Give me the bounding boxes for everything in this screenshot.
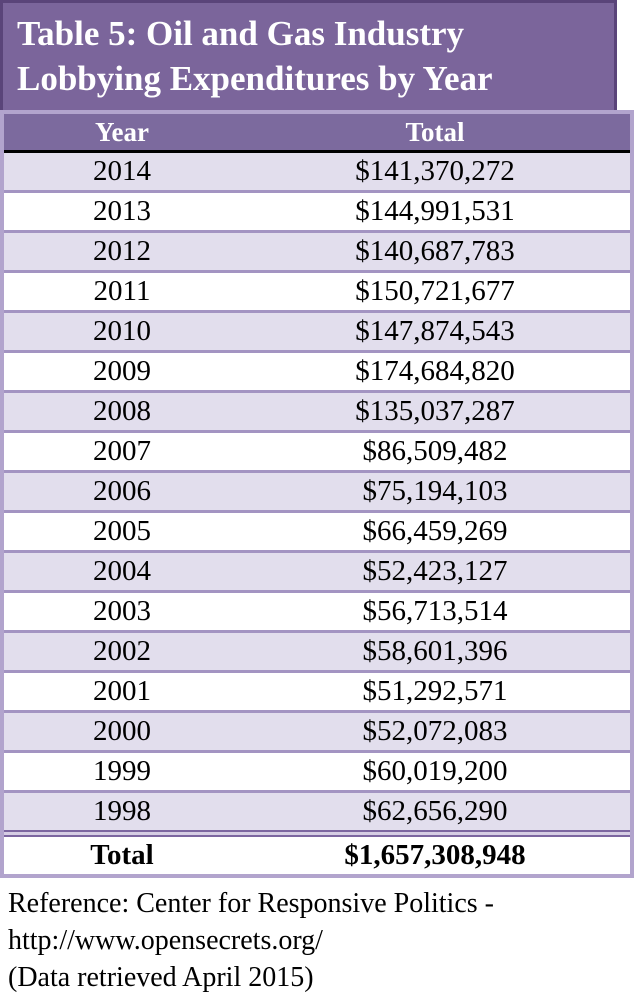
table-body: 2014 $141,370,272 2013 $144,991,531 2012 $140… (4, 153, 630, 830)
table-row: 2012 $140,687,783 (4, 233, 630, 273)
year-column-header: Year (95, 117, 149, 147)
total-column-header: Total (405, 117, 465, 147)
total-cell: $66,459,269 (362, 515, 508, 547)
total-cell: $62,656,290 (362, 795, 508, 827)
reference-line: Reference: Center for Responsive Politic… (8, 888, 494, 919)
table-row: 2001 $51,292,571 (4, 673, 630, 713)
year-cell: 2000 (93, 715, 151, 747)
table-row: 2013 $144,991,531 (4, 193, 630, 233)
table-row: 1998 $62,656,290 (4, 793, 630, 830)
total-cell: $86,509,482 (362, 435, 508, 467)
table-row: 2000 $52,072,083 (4, 713, 630, 753)
table-header-row: Year Total (4, 114, 630, 153)
year-cell: 2003 (93, 595, 151, 627)
total-cell: $75,194,103 (362, 475, 508, 507)
year-cell: 2012 (93, 235, 151, 267)
title-line-1: Table 5: Oil and Gas Industry (17, 14, 465, 53)
year-cell: 1998 (93, 795, 151, 827)
total-cell: $135,037,287 (355, 395, 515, 427)
table-row: 2004 $52,423,127 (4, 553, 630, 593)
total-cell: $56,713,514 (362, 595, 508, 627)
title-line-2: Lobbying Expenditures by Year (17, 59, 493, 98)
total-cell: $58,601,396 (362, 635, 508, 667)
table-row: 2009 $174,684,820 (4, 353, 630, 393)
grand-total-value: $1,657,308,948 (344, 839, 526, 871)
year-cell: 2007 (93, 435, 151, 467)
total-cell: $144,991,531 (355, 195, 515, 227)
table-row: 2014 $141,370,272 (4, 153, 630, 193)
total-cell: $52,423,127 (362, 555, 508, 587)
table-row: 2010 $147,874,543 (4, 313, 630, 353)
table-row: 2011 $150,721,677 (4, 273, 630, 313)
table-row: 2005 $66,459,269 (4, 513, 630, 553)
grand-total-row: Total $1,657,308,948 (4, 837, 630, 874)
year-cell: 2013 (93, 195, 151, 227)
year-cell: 2011 (93, 275, 151, 307)
lobbying-expenditures-table: Year Total 2014 $141,370,272 2013 $144,991,… (0, 110, 634, 878)
reference-date: (Data retrieved April 2015) (8, 962, 314, 993)
total-cell: $52,072,083 (362, 715, 508, 747)
table-row: 2003 $56,713,514 (4, 593, 630, 633)
table-row: 2008 $135,037,287 (4, 393, 630, 433)
year-cell: 2006 (93, 475, 151, 507)
year-cell: 2008 (93, 395, 151, 427)
year-cell: 2010 (93, 315, 151, 347)
total-cell: $140,687,783 (355, 235, 515, 267)
total-cell: $51,292,571 (362, 675, 508, 707)
year-cell: 1999 (93, 755, 151, 787)
total-cell: $147,874,543 (355, 315, 515, 347)
table-title-banner: Table 5: Oil and Gas Industry Lobbying E… (0, 0, 617, 110)
total-separator-rule (4, 830, 630, 837)
year-cell: 2001 (93, 675, 151, 707)
total-cell: $174,684,820 (355, 355, 515, 387)
table-row: 2007 $86,509,482 (4, 433, 630, 473)
reference-url: http://www.opensecrets.org/ (8, 925, 323, 956)
grand-total-label: Total (90, 839, 154, 871)
table-row: 2006 $75,194,103 (4, 473, 630, 513)
total-cell: $141,370,272 (355, 155, 515, 187)
year-cell: 2014 (93, 155, 151, 187)
table-row: 1999 $60,019,200 (4, 753, 630, 793)
year-cell: 2004 (93, 555, 151, 587)
total-cell: $150,721,677 (355, 275, 515, 307)
total-cell: $60,019,200 (362, 755, 508, 787)
year-cell: 2005 (93, 515, 151, 547)
reference-footer: Reference: Center for Responsive Politic… (0, 885, 638, 996)
year-cell: 2002 (93, 635, 151, 667)
year-cell: 2009 (93, 355, 151, 387)
table-row: 2002 $58,601,396 (4, 633, 630, 673)
